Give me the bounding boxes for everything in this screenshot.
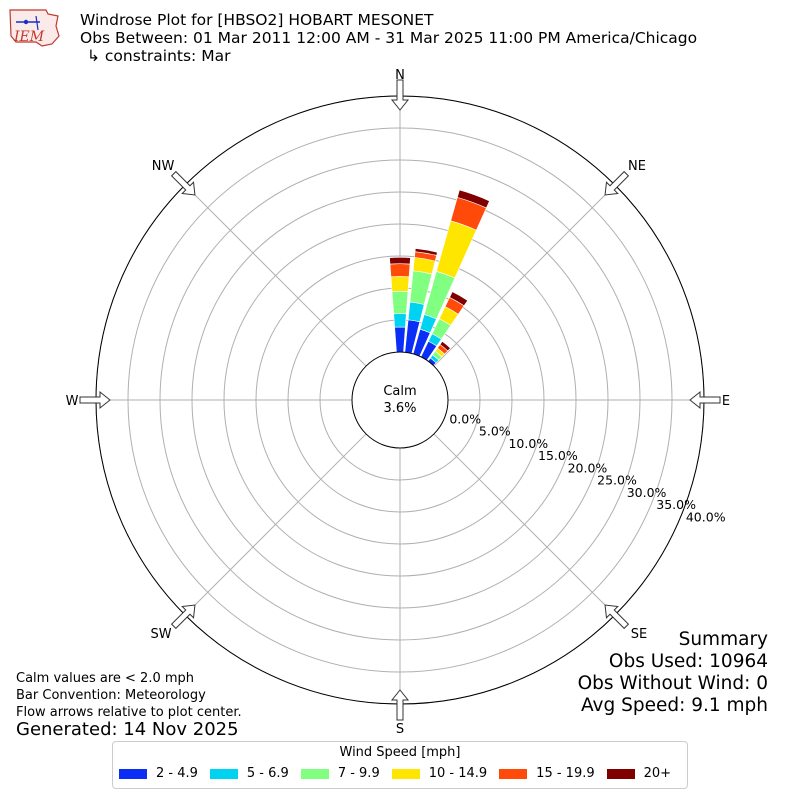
legend-label: 7 - 9.9	[337, 766, 380, 781]
legend-swatch	[606, 768, 635, 779]
summary-heading: Summary	[678, 629, 768, 650]
radial-tick-label: 10.0%	[508, 436, 548, 451]
obs-between: Obs Between: 01 Mar 2011 12:00 AM - 31 M…	[80, 29, 698, 47]
radial-tick-label: 30.0%	[627, 485, 667, 500]
flow-arrows	[79, 79, 721, 721]
legend-label: 10 - 14.9	[428, 766, 488, 781]
legend-label: 15 - 19.9	[536, 766, 595, 781]
direction-label: NW	[152, 159, 175, 174]
radial-tick-label: 15.0%	[538, 448, 578, 463]
direction-label: N	[395, 68, 405, 83]
radial-tick-label: 0.0%	[449, 411, 481, 426]
flow-arrow-icon	[170, 604, 196, 630]
summary-obs-without-wind: Obs Without Wind: 0	[577, 673, 768, 694]
wind-bar-segment	[414, 248, 438, 256]
calm-circle	[351, 351, 449, 449]
flow-arrow-icon	[79, 390, 111, 410]
svg-text:IEM: IEM	[13, 29, 45, 45]
grid-spoke	[184, 184, 367, 367]
legend-item: 7 - 9.9	[300, 766, 380, 781]
flow-arrow-icon	[390, 79, 410, 111]
wind-bar-segment	[391, 290, 409, 315]
legend-swatch	[209, 768, 238, 779]
flow-arrow-shape	[604, 604, 630, 630]
grid-spoke	[184, 433, 367, 616]
radial-tick-label: 20.0%	[568, 460, 608, 475]
flow-arrow-shape	[170, 170, 196, 196]
wind-bar-segment	[407, 301, 425, 323]
calm-label: Calm	[383, 384, 416, 399]
calm-value: 3.6%	[383, 401, 416, 416]
flow-arrow-icon	[604, 604, 630, 630]
flow-arrow-shape	[604, 170, 630, 196]
bar-convention-note: Bar Convention: Meteorology	[16, 688, 206, 703]
flow-arrow-shape	[689, 390, 721, 410]
wind-bar-segment	[439, 340, 451, 352]
flow-arrows-note: Flow arrows relative to plot center.	[16, 705, 242, 720]
direction-label: SE	[631, 627, 647, 642]
legend-items: 2 - 4.9 5 - 6.9 7 - 9.9 10 - 14.9 15 - 1…	[119, 766, 683, 781]
legend-label: 2 - 4.9	[156, 766, 198, 781]
wind-bar-segment	[390, 276, 410, 292]
legend-swatch	[391, 768, 420, 779]
direction-label: W	[66, 394, 79, 409]
flow-arrow-shape	[170, 604, 196, 630]
chart-title: Windrose Plot for [HBSO2] HOBART MESONET	[80, 11, 434, 29]
legend-item: 5 - 6.9	[209, 766, 289, 781]
summary-obs-used: Obs Used: 10964	[608, 651, 768, 672]
legend-label: 5 - 6.9	[246, 766, 289, 781]
direction-label: E	[722, 394, 730, 409]
flow-arrow-icon	[604, 170, 630, 196]
flow-arrow-shape	[390, 79, 410, 111]
axis-labels: 0.0%5.0%10.0%15.0%20.0%25.0%30.0%35.0%40…	[66, 68, 731, 737]
wind-bar-segment	[456, 189, 490, 209]
wind-bar-segment	[434, 365, 441, 372]
wind-bar-segment	[389, 256, 411, 265]
radial-tick-label: 5.0%	[479, 424, 511, 439]
legend-item: 20+	[606, 766, 672, 781]
legend-swatch	[300, 768, 329, 779]
direction-label: NE	[628, 159, 646, 174]
generated-date: Generated: 14 Nov 2025	[16, 719, 239, 740]
calm-definition-note: Calm values are < 2.0 mph	[16, 671, 195, 686]
legend-swatch	[499, 768, 528, 779]
radial-tick-label: 35.0%	[656, 497, 696, 512]
direction-label: S	[396, 722, 404, 737]
direction-label: SW	[150, 627, 171, 642]
flow-arrow-shape	[79, 390, 111, 410]
legend-item: 15 - 19.9	[499, 766, 595, 781]
wind-bar-segment	[449, 291, 469, 307]
legend-title: Wind Speed [mph]	[339, 745, 461, 760]
calm-center: Calm 3.6%	[351, 351, 449, 449]
legend-item: 10 - 14.9	[391, 766, 488, 781]
windrose-bars	[389, 189, 490, 449]
grid-spoke	[433, 433, 616, 616]
legend: Wind Speed [mph] 2 - 4.9 5 - 6.9 7 - 9.9…	[112, 741, 688, 789]
flow-arrow-icon	[689, 390, 721, 410]
radial-tick-label: 25.0%	[597, 473, 637, 488]
wind-bar-segment	[394, 326, 406, 353]
radial-tick-label: 40.0%	[686, 509, 726, 524]
legend-label: 20+	[643, 766, 672, 781]
legend-item: 2 - 4.9	[119, 766, 198, 781]
wind-bar-segment	[393, 313, 407, 328]
flow-arrow-icon	[170, 170, 196, 196]
grid-spoke	[433, 184, 616, 367]
flow-arrow-shape	[390, 689, 410, 721]
flow-arrow-icon	[390, 689, 410, 721]
legend-swatch	[119, 768, 147, 779]
summary-avg-speed: Avg Speed: 9.1 mph	[580, 695, 768, 716]
constraints: ↳ constraints: Mar	[87, 47, 231, 65]
wind-bar-segment	[389, 263, 411, 278]
iem-logo-icon: IEM	[9, 9, 60, 47]
